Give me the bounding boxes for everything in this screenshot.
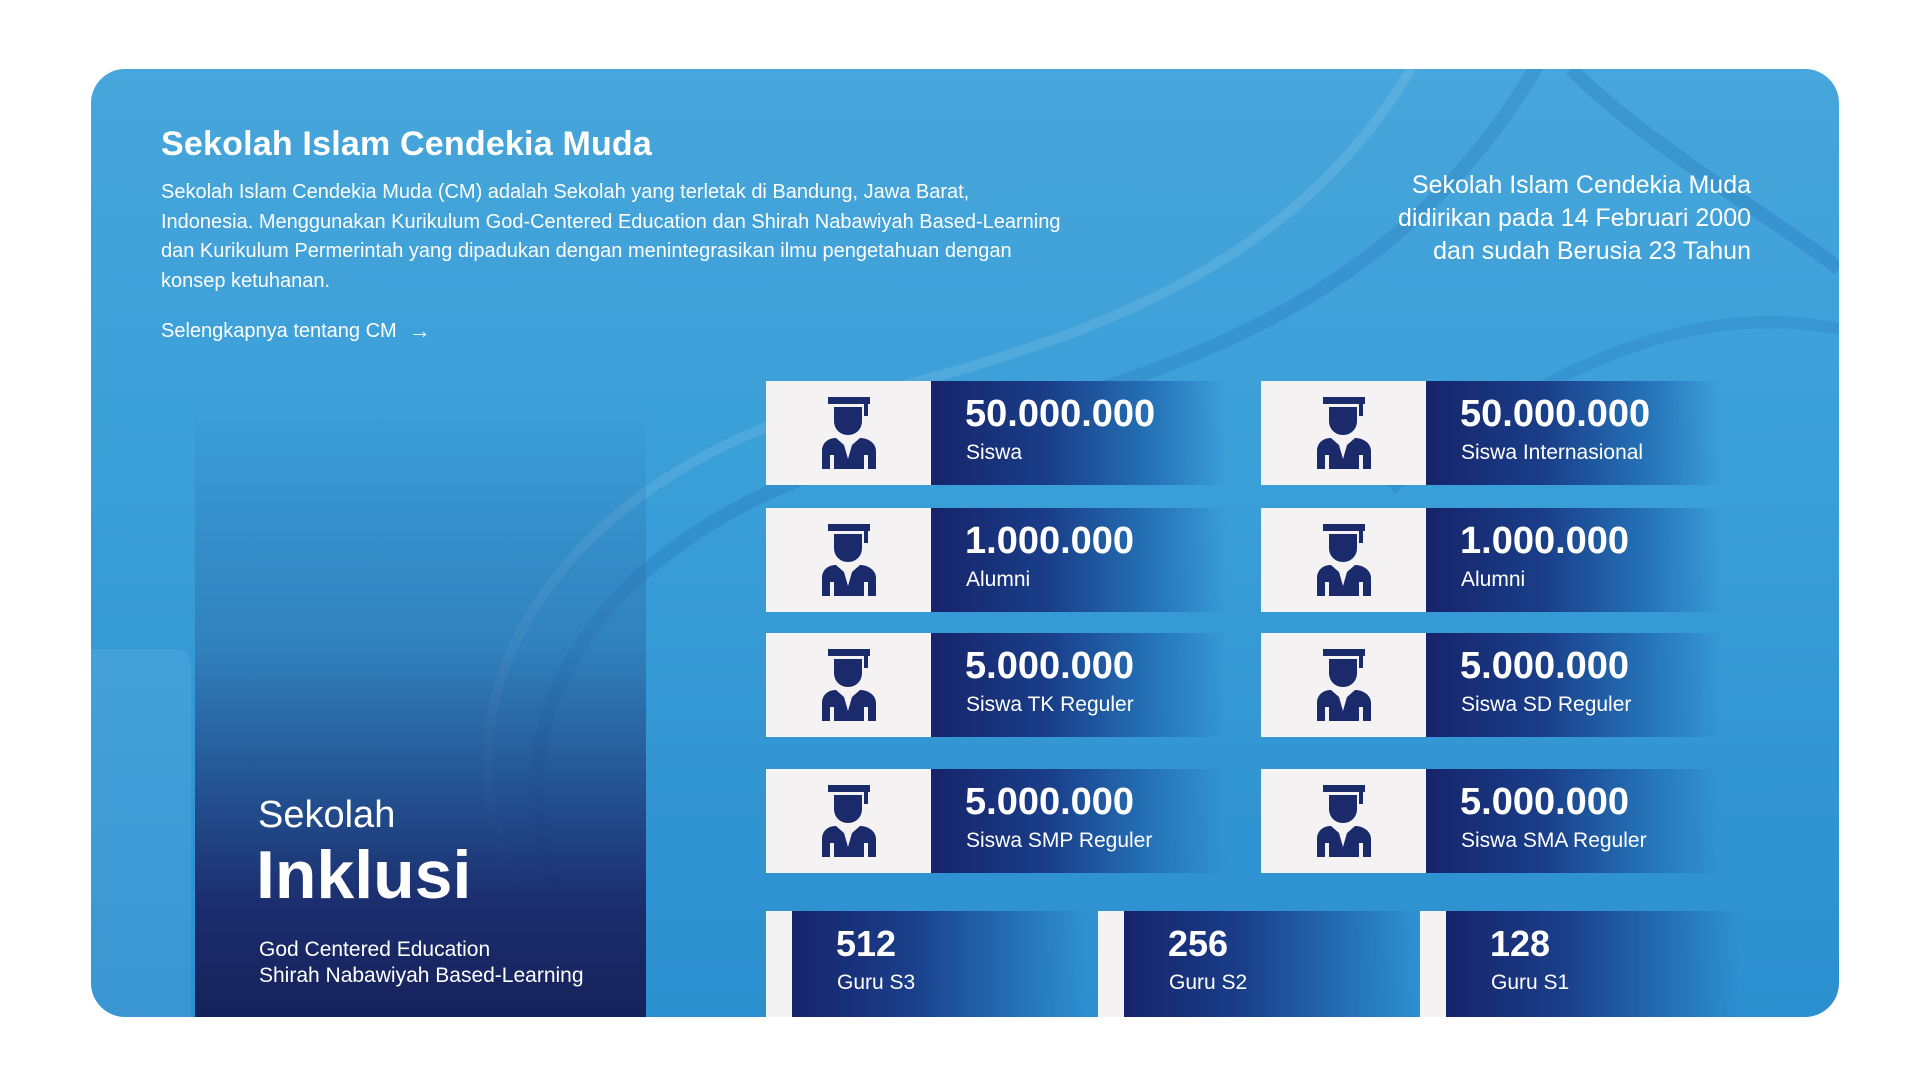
stat-label: Siswa SMP Reguler	[966, 829, 1153, 852]
teacher-info: 512 Guru S3	[792, 911, 1086, 1017]
stat-label: Siswa SMA Reguler	[1461, 829, 1647, 852]
stat-value: 5.000.000	[965, 645, 1135, 687]
graduate-student-icon	[766, 508, 931, 612]
teacher-card: 256 Guru S2	[1098, 911, 1418, 1017]
stat-label: Alumni	[966, 568, 1031, 591]
stat-card: 1.000.000 Alumni	[766, 508, 1226, 612]
inklusi-big-title: Inklusi	[256, 837, 472, 913]
stat-value: 1.000.000	[965, 520, 1135, 562]
teacher-label: Guru S3	[837, 971, 916, 994]
founded-line-2: didirikan pada 14 Februari 2000	[1397, 204, 1751, 232]
stat-value: 5.000.000	[1460, 645, 1630, 687]
graduate-student-icon	[1261, 508, 1426, 612]
stat-label: Siswa	[966, 441, 1023, 464]
stat-card: 1.000.000 Alumni	[1261, 508, 1721, 612]
stat-info: 1.000.000 Alumni	[931, 508, 1226, 612]
founded-info: Sekolah Islam Cendekia Muda didirikan pa…	[1231, 169, 1751, 268]
stat-card: 5.000.000 Siswa SMA Reguler	[1261, 769, 1721, 873]
inklusi-panel: Sekolah Inklusi God Centered Education S…	[195, 399, 646, 1017]
arrow-right-icon: →	[408, 318, 431, 343]
stat-card: 50.000.000 Siswa	[766, 381, 1226, 485]
stat-info: 50.000.000 Siswa	[931, 381, 1226, 485]
graduate-student-icon	[1261, 633, 1426, 737]
teacher-card-strip	[1098, 911, 1124, 1017]
stat-card: 50.000.000 Siswa Internasional	[1261, 381, 1721, 485]
founded-line-1: Sekolah Islam Cendekia Muda	[1411, 171, 1751, 199]
graduate-student-icon	[1261, 769, 1426, 873]
teacher-label: Guru S1	[1491, 971, 1570, 994]
stat-value: 50.000.000	[1460, 393, 1651, 435]
stat-value: 1.000.000	[1460, 520, 1630, 562]
school-description: Sekolah Islam Cendekia Muda (CM) adalah …	[161, 181, 1061, 292]
stat-label: Siswa TK Reguler	[966, 693, 1134, 716]
stat-info: 50.000.000 Siswa Internasional	[1426, 381, 1721, 485]
graduate-student-icon	[1261, 381, 1426, 485]
more-about-link[interactable]: Selengkapnya tentang CM →	[161, 318, 431, 344]
teacher-value: 512	[836, 923, 897, 964]
teacher-label: Guru S2	[1169, 971, 1248, 994]
teacher-card: 128 Guru S1	[1420, 911, 1740, 1017]
stat-card: 5.000.000 Siswa SMP Reguler	[766, 769, 1226, 873]
stat-card: 5.000.000 Siswa SD Reguler	[1261, 633, 1721, 737]
stat-value: 5.000.000	[965, 781, 1135, 823]
graduate-student-icon	[766, 769, 931, 873]
stat-info: 5.000.000 Siswa SMP Reguler	[931, 769, 1226, 873]
more-about-label: Selengkapnya tentang CM	[161, 319, 397, 342]
teacher-info: 128 Guru S1	[1446, 911, 1740, 1017]
teacher-value: 256	[1168, 923, 1229, 964]
info-card: Sekolah Islam Cendekia Muda Sekolah Isla…	[91, 69, 1839, 1017]
teacher-card-strip	[766, 911, 792, 1017]
teacher-info: 256 Guru S2	[1124, 911, 1418, 1017]
graduate-student-icon	[766, 381, 931, 485]
stat-label: Siswa SD Reguler	[1461, 693, 1632, 716]
graduate-student-icon	[766, 633, 931, 737]
stat-info: 5.000.000 Siswa SMA Reguler	[1426, 769, 1721, 873]
stat-value: 50.000.000	[965, 393, 1156, 435]
stat-label: Alumni	[1461, 568, 1526, 591]
stat-info: 5.000.000 Siswa SD Reguler	[1426, 633, 1721, 737]
stat-info: 1.000.000 Alumni	[1426, 508, 1721, 612]
teacher-value: 128	[1490, 923, 1551, 964]
stat-info: 5.000.000 Siswa TK Reguler	[931, 633, 1226, 737]
founded-line-3: dan sudah Berusia 23 Tahun	[1433, 237, 1751, 265]
teacher-card: 512 Guru S3	[766, 911, 1086, 1017]
inklusi-subtitle-line-2: Shirah Nabawiyah Based-Learning	[259, 964, 584, 987]
inklusi-subtitle: God Centered Education Shirah Nabawiyah …	[259, 937, 584, 989]
page-title: Sekolah Islam Cendekia Muda	[161, 125, 653, 163]
stat-card: 5.000.000 Siswa TK Reguler	[766, 633, 1226, 737]
teacher-card-strip	[1420, 911, 1446, 1017]
inklusi-small-title: Sekolah	[258, 794, 396, 836]
stat-value: 5.000.000	[1460, 781, 1630, 823]
stat-label: Siswa Internasional	[1461, 441, 1644, 464]
inklusi-subtitle-line-1: God Centered Education	[259, 938, 491, 961]
